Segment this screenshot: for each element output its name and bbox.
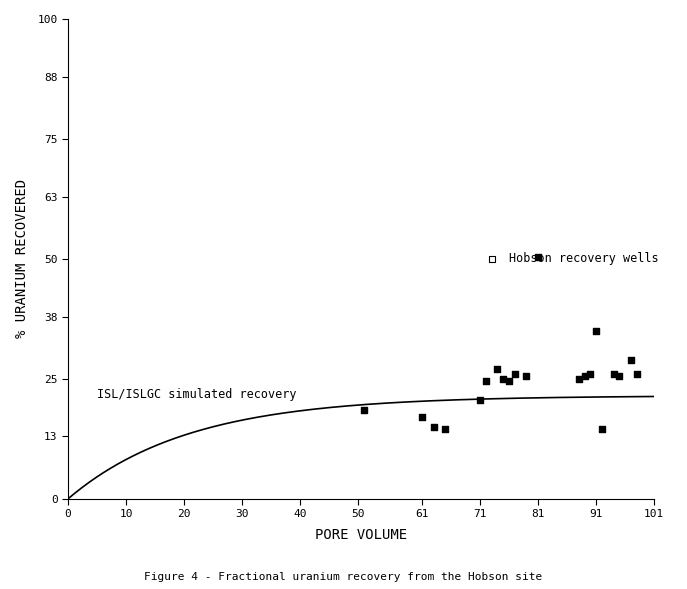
Point (608, 369, 619, 379)
Point (440, 425, 451, 434)
Point (416, 412, 427, 422)
X-axis label: PORE VOLUME: PORE VOLUME (315, 528, 407, 542)
Point (498, 374, 509, 383)
Point (625, 355, 636, 365)
Point (532, 252, 543, 262)
Point (486, 254, 497, 264)
Point (631, 369, 642, 379)
Point (521, 372, 532, 381)
Point (359, 405, 370, 415)
Point (579, 372, 590, 381)
Point (475, 396, 486, 405)
Point (480, 376, 491, 386)
Point (492, 365, 503, 374)
Text: ISL/ISLGC simulated recovery: ISL/ISLGC simulated recovery (97, 388, 297, 401)
Text: Figure 4 - Fractional uranium recovery from the Hobson site: Figure 4 - Fractional uranium recovery f… (144, 572, 543, 582)
Point (509, 369, 520, 379)
Text: Hobson recovery wells: Hobson recovery wells (509, 253, 659, 266)
Point (596, 425, 607, 434)
Point (428, 422, 439, 432)
Point (614, 372, 625, 381)
Point (504, 376, 515, 386)
Point (591, 326, 602, 336)
Y-axis label: % URANIUM RECOVERED: % URANIUM RECOVERED (15, 180, 29, 339)
Point (585, 369, 596, 379)
Point (573, 374, 584, 383)
